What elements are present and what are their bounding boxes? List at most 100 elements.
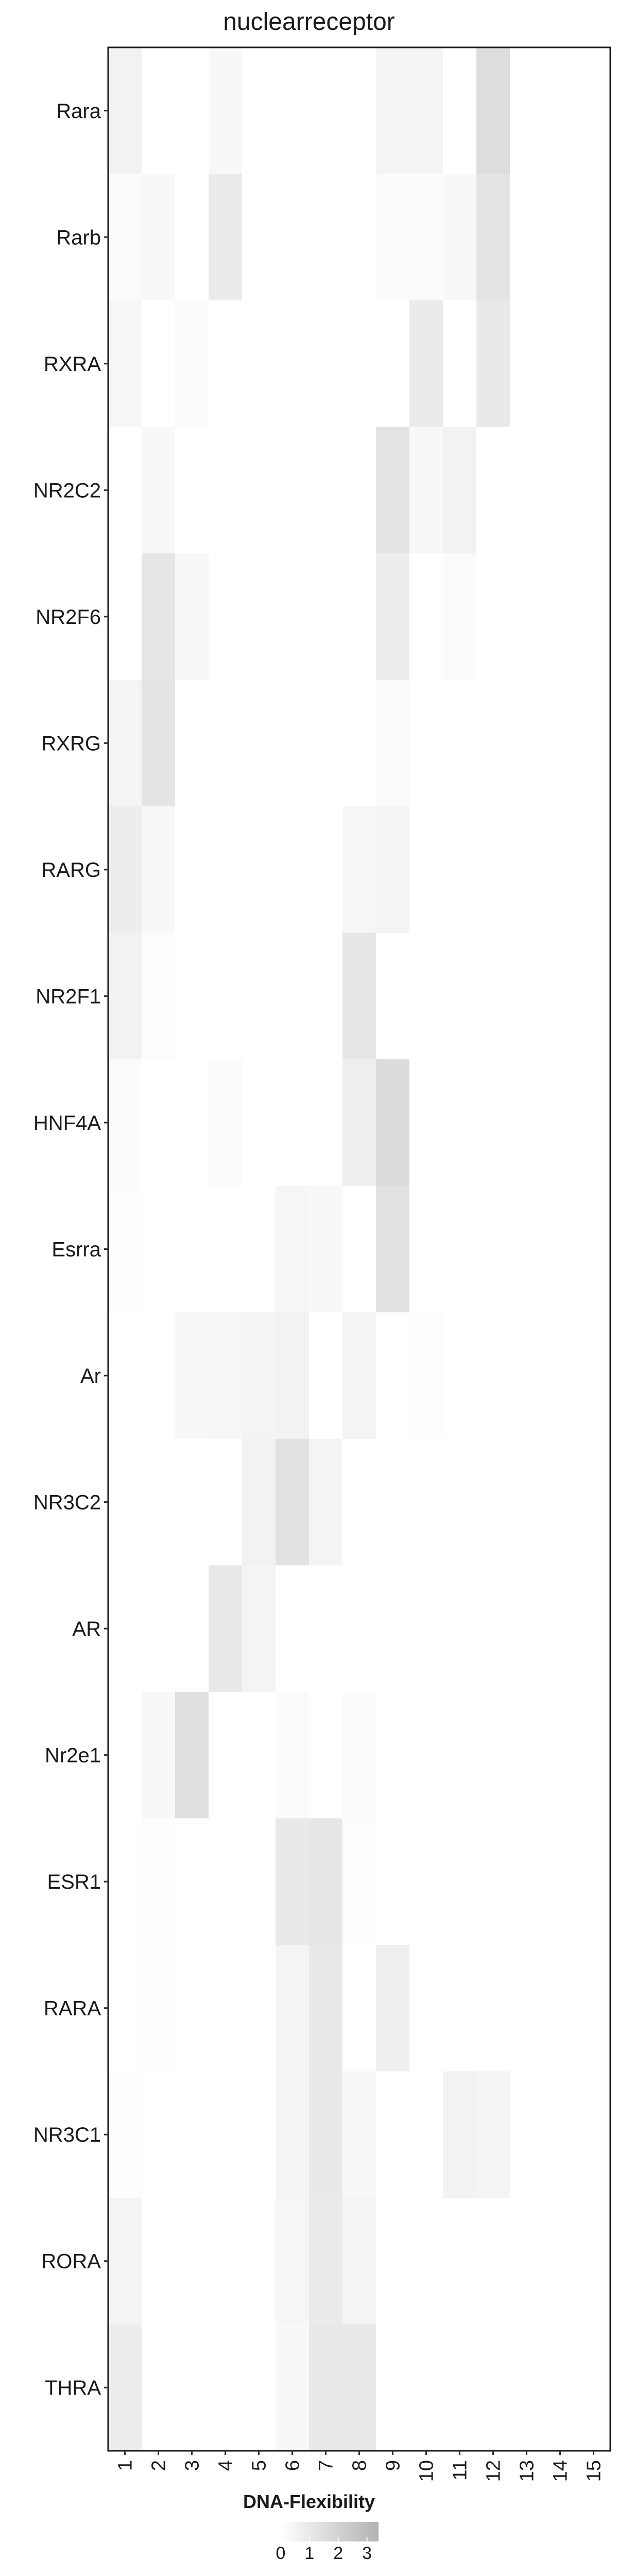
- heatmap-cell: [175, 1059, 209, 1187]
- heatmap-cell: [543, 1438, 577, 1566]
- x-tick-label: 13: [517, 2460, 538, 2482]
- heatmap-cell: [108, 174, 142, 301]
- heatmap-cell: [443, 1185, 477, 1313]
- x-tick-label: 10: [416, 2460, 438, 2482]
- heatmap-cell: [309, 300, 343, 428]
- heatmap-cell: [276, 1185, 310, 1313]
- heatmap-cell: [209, 1691, 243, 1819]
- heatmap-cell: [276, 1312, 310, 1439]
- heatmap-cell: [376, 174, 410, 301]
- heatmap-cell: [376, 1565, 410, 1692]
- heatmap-cell: [476, 1944, 510, 2072]
- heatmap-cell: [242, 1944, 276, 2072]
- heatmap-cell: [376, 1059, 410, 1187]
- x-axis-labels: 1 2 3 4 5 6 7 8 9 10 11 12 13 14 15: [115, 2460, 605, 2482]
- y-tick-label: NR3C2: [33, 1492, 101, 1514]
- y-tick-label: RXRG: [41, 732, 101, 755]
- heatmap-cell: [175, 1691, 209, 1819]
- heatmap-cell: [577, 933, 611, 1060]
- heatmap-cell: [309, 680, 343, 807]
- heatmap-cell: [543, 300, 577, 428]
- y-tick-label: NR2C2: [33, 479, 101, 502]
- heatmap-cell: [142, 806, 176, 934]
- heatmap-cell: [510, 933, 544, 1060]
- heatmap-cell: [142, 680, 176, 807]
- heatmap-cell: [108, 1818, 142, 1945]
- heatmap-cell: [175, 2197, 209, 2325]
- heatmap-cell: [276, 933, 310, 1060]
- heatmap-cell: [577, 1691, 611, 1819]
- heatmap-cell: [108, 1565, 142, 1692]
- heatmap-cell: [476, 806, 510, 934]
- heatmap-cell: [376, 300, 410, 428]
- heatmap-cell: [510, 1691, 544, 1819]
- heatmap-cell: [409, 1944, 443, 2072]
- heatmap-cell: [543, 933, 577, 1060]
- x-tick-label: 5: [249, 2460, 270, 2471]
- heatmap-cell: [577, 1185, 611, 1313]
- heatmap-cell: [443, 47, 477, 175]
- heatmap-cell: [409, 1691, 443, 1819]
- heatmap-cell: [142, 47, 176, 175]
- y-tick-label: Esrra: [52, 1239, 101, 1261]
- heatmap-cell: [543, 1059, 577, 1187]
- legend-tick-label: 3: [362, 2544, 372, 2563]
- heatmap-cell: [242, 300, 276, 428]
- heatmap-cell: [443, 1818, 477, 1945]
- heatmap-cell: [510, 2197, 544, 2325]
- heatmap-cell: [108, 2197, 142, 2325]
- heatmap-cell: [443, 427, 477, 554]
- heatmap-cell: [476, 1565, 510, 1692]
- heatmap-cell: [543, 1185, 577, 1313]
- heatmap-cell: [309, 1565, 343, 1692]
- heatmap-cell: [543, 1944, 577, 2072]
- heatmap-cell: [409, 300, 443, 428]
- heatmap-cell: [175, 1818, 209, 1945]
- heatmap-cell: [342, 427, 376, 554]
- heatmap-cell: [577, 553, 611, 681]
- legend-tick-label: 0: [276, 2544, 286, 2563]
- heatmap-cell: [342, 1944, 376, 2072]
- heatmap-cell: [510, 553, 544, 681]
- heatmap-cell: [309, 1312, 343, 1439]
- heatmap-cell: [342, 1312, 376, 1439]
- heatmap-cell: [342, 1565, 376, 1692]
- y-tick-label: Rara: [56, 100, 101, 123]
- heatmap-cell: [443, 1565, 477, 1692]
- heatmap-cell: [108, 1312, 142, 1439]
- y-tick-label: AR: [72, 1618, 101, 1640]
- heatmap-cell: [342, 174, 376, 301]
- heatmap-cell: [376, 2197, 410, 2325]
- heatmap-cell: [209, 174, 243, 301]
- heatmap-cell: [409, 2324, 443, 2451]
- heatmap-cell: [443, 300, 477, 428]
- heatmap-cell: [209, 1565, 243, 1692]
- heatmap-cell: [443, 2071, 477, 2198]
- heatmap-cell: [577, 2324, 611, 2451]
- heatmap-cell: [376, 1185, 410, 1313]
- heatmap-cell: [543, 680, 577, 807]
- heatmap-cell: [476, 1818, 510, 1945]
- heatmap-cell: [342, 2197, 376, 2325]
- heatmap-cell: [342, 1818, 376, 1945]
- x-axis-ticks: [124, 2451, 594, 2455]
- heatmap-cell: [443, 806, 477, 934]
- heatmap-cell: [510, 427, 544, 554]
- heatmap-cell: [577, 806, 611, 934]
- heatmap-cell: [276, 47, 310, 175]
- heatmap-cell: [142, 300, 176, 428]
- heatmap-cell: [443, 1944, 477, 2072]
- heatmap-cell: [443, 174, 477, 301]
- heatmap-cell: [142, 1565, 176, 1692]
- heatmap-cell: [577, 1312, 611, 1439]
- heatmap-cell: [276, 1059, 310, 1187]
- heatmap-cell: [476, 300, 510, 428]
- heatmap-cell: [242, 2324, 276, 2451]
- heatmap-cell: [108, 1944, 142, 2072]
- heatmap-cell: [376, 806, 410, 934]
- heatmap-cell: [309, 1185, 343, 1313]
- heatmap-cell: [276, 2324, 310, 2451]
- heatmap-cell: [409, 47, 443, 175]
